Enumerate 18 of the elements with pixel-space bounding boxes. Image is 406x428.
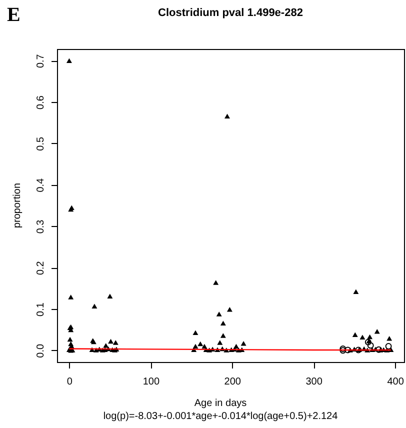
chart-title: Clostridium pval 1.499e-282 xyxy=(158,7,303,19)
y-tick-label: 0.0 xyxy=(36,344,46,358)
y-tick-label: 0.6 xyxy=(36,95,46,110)
x-tick-label: 100 xyxy=(142,376,160,388)
y-tick-label: 0.4 xyxy=(36,178,46,192)
x-tick-label: 300 xyxy=(306,376,323,388)
y-tick-label: 0.3 xyxy=(36,219,46,234)
x-tick-label: 0 xyxy=(66,376,73,388)
text: E xyxy=(7,4,20,26)
x-tick-label: 200 xyxy=(224,376,242,388)
x-tick-label: 400 xyxy=(387,376,404,388)
y-axis-title: proportion xyxy=(12,182,23,228)
text: log(p)=-8.03+-0.001*age+-0.014*log(age+0.5)+2.124 xyxy=(103,411,338,422)
x-axis-title: Age in days xyxy=(194,398,247,409)
y-tick-label: 0.5 xyxy=(36,136,46,151)
y-tick-label: 0.7 xyxy=(36,54,46,68)
y-tick-label: 0.2 xyxy=(36,260,46,276)
y-tick-label: 0.1 xyxy=(36,302,46,316)
